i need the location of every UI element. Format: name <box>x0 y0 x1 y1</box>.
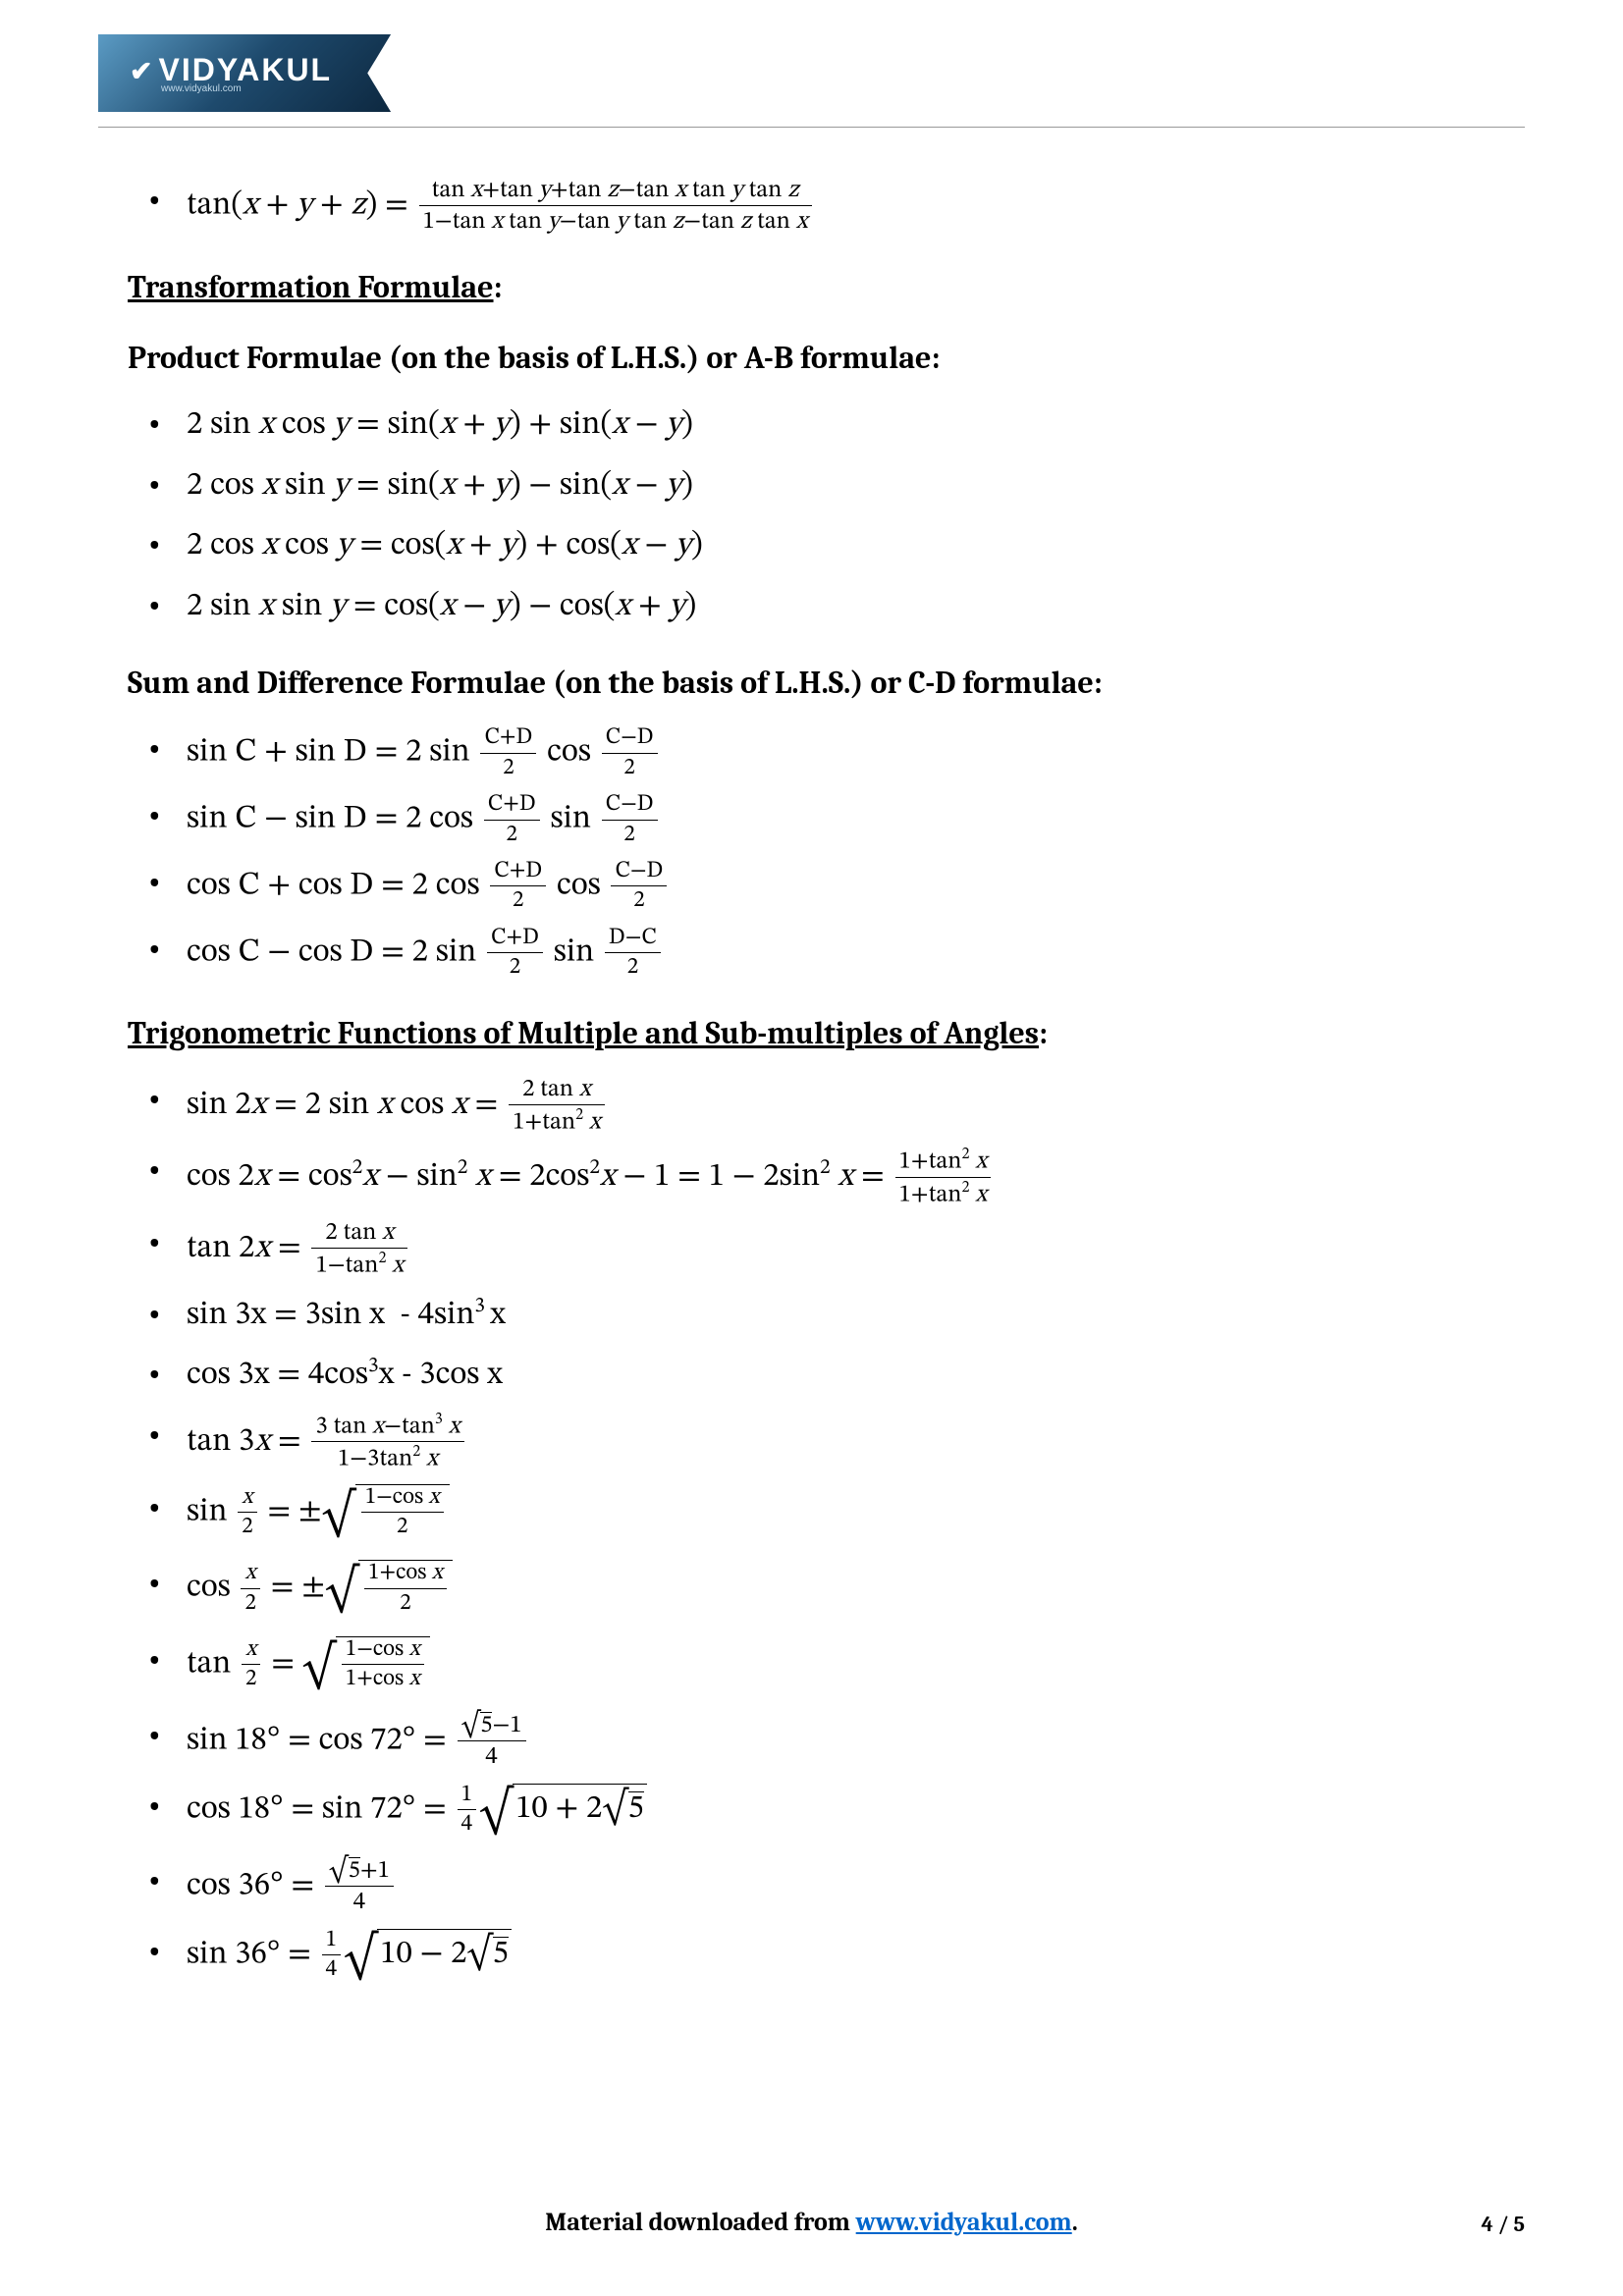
formula-item: 2 cos x sin y = sin(x + y) − sin(x − y) <box>187 461 1525 510</box>
formula-item: sin 36° = 1410 − 2√5 <box>187 1928 1525 1991</box>
formula-item: tan 2x = 2 tan x1−tan2 x <box>187 1219 1525 1279</box>
formula-list-multiple: sin 2x = 2 sin x cos x = 2 tan x1+tan2 x… <box>128 1076 1525 1991</box>
formula-item: tan 3x = 3 tan x−tan3 x1−3tan2 x <box>187 1412 1525 1472</box>
formula-item: cos 3x = 4cos3x - 3cos x <box>187 1351 1525 1400</box>
footer-suffix: . <box>1072 2208 1078 2237</box>
formula-list-product: 2 sin x cos y = sin(x + y) + sin(x − y) … <box>128 400 1525 630</box>
formula-item: 2 cos x cos y = cos(x + y) + cos(x − y) <box>187 521 1525 570</box>
formula-item: sin 3x = 3sin x - 4sin3 x <box>187 1291 1525 1340</box>
formula-list-sumdiff: sin C + sin D = 2 sin C+D2 cos C−D2 sin … <box>128 725 1525 980</box>
formula-item: cos C + cos D = 2 cos C+D2 cos C−D2 <box>187 859 1525 914</box>
header-divider <box>98 127 1525 128</box>
footer-link[interactable]: www.vidyakul.com <box>856 2208 1072 2237</box>
page-number: 4 / 5 <box>1482 2212 1525 2237</box>
formula-item: cos 2x = cos2x − sin2 x = 2cos2x − 1 = 1… <box>187 1147 1525 1207</box>
formula-item: sin C + sin D = 2 sin C+D2 cos C−D2 <box>187 725 1525 780</box>
formula-item: cos 36° = √5+14 <box>187 1857 1525 1915</box>
section-heading: Transformation Formulae: <box>128 269 1525 305</box>
logo-text: VIDYAKUL <box>158 52 332 87</box>
formula-item: 2 sin x sin y = cos(x − y) − cos(x + y) <box>187 582 1525 631</box>
section-heading: Trigonometric Functions of Multiple and … <box>128 1015 1525 1051</box>
footer: Material downloaded from www.vidyakul.co… <box>0 2208 1623 2237</box>
formula-item: tan(x + y + z) = tan x+tan y+tan z−tan x… <box>187 177 1525 235</box>
formula-item: 2 sin x cos y = sin(x + y) + sin(x − y) <box>187 400 1525 450</box>
formula-item: sin x2 = ±1−cos x2 <box>187 1484 1525 1548</box>
logo-banner: ✔VIDYAKUL www.vidyakul.com <box>98 34 391 112</box>
formula-item: cos x2 = ±1+cos x2 <box>187 1560 1525 1624</box>
formula-list-0: tan(x + y + z) = tan x+tan y+tan z−tan x… <box>128 177 1525 235</box>
section-heading: Product Formulae (on the basis of L.H.S.… <box>128 340 1525 376</box>
formula-item: cos C − cos D = 2 sin C+D2 sin D−C2 <box>187 926 1525 981</box>
formula-item: sin 18° = cos 72° = √5−14 <box>187 1712 1525 1770</box>
page-container: ✔VIDYAKUL www.vidyakul.com tan(x + y + z… <box>0 0 1623 2296</box>
content-area: tan(x + y + z) = tan x+tan y+tan z−tan x… <box>98 177 1525 1991</box>
formula-item: cos 18° = sin 72° = 1410 + 2√5 <box>187 1783 1525 1845</box>
formula-item: sin C − sin D = 2 cos C+D2 sin C−D2 <box>187 792 1525 847</box>
footer-prefix: Material downloaded from <box>545 2208 855 2237</box>
formula-item: sin 2x = 2 sin x cos x = 2 tan x1+tan2 x <box>187 1076 1525 1136</box>
formula-item: tan x2 = 1−cos x1+cos x <box>187 1636 1525 1700</box>
check-icon: ✔ <box>130 56 154 86</box>
section-heading: Sum and Difference Formulae (on the basi… <box>128 665 1525 701</box>
